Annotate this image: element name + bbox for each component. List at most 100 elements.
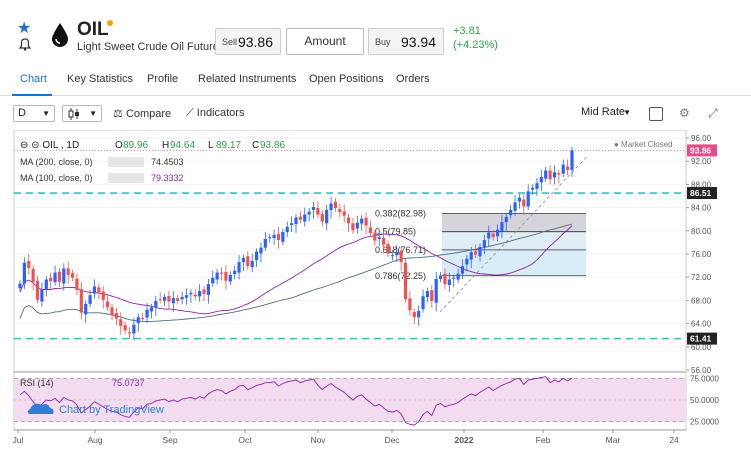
- tab-profile[interactable]: Profile: [147, 73, 179, 85]
- candle-body: [53, 272, 57, 283]
- candle-body: [272, 234, 276, 239]
- candle-body: [561, 164, 565, 174]
- candle-body: [259, 247, 263, 254]
- price-tag-label: 86.51: [690, 188, 712, 198]
- price-chart[interactable]: 0.382(82.98) 0.5(79.85) 0.618(76.71) 0.786(…: [0, 130, 751, 460]
- tab-chart[interactable]: Chart: [20, 73, 47, 85]
- tab-orders[interactable]: Orders: [396, 73, 430, 85]
- tab-related-instruments[interactable]: Related Instruments: [198, 73, 297, 85]
- price-change: +3.81 (+4.23%): [453, 24, 498, 52]
- x-tick-label: Oct: [238, 435, 252, 445]
- candle-body: [101, 291, 105, 300]
- sell-label: Sell: [222, 37, 238, 47]
- rsi-value: 75.0737: [112, 378, 145, 388]
- candle-body: [382, 238, 386, 245]
- candle-body: [544, 170, 548, 179]
- ma100-controls-icon[interactable]: [108, 173, 144, 183]
- price-type-select[interactable]: Mid Rate ▼: [577, 105, 635, 122]
- interval-select[interactable]: D ▼: [13, 105, 55, 122]
- price-tag: [687, 144, 717, 157]
- candle-body: [154, 300, 158, 308]
- candle-body: [294, 217, 298, 225]
- candle-body: [241, 258, 246, 263]
- candle-body: [557, 173, 561, 175]
- x-tick-label: Mar: [606, 435, 621, 445]
- price-type-value: Mid Rate: [581, 106, 626, 118]
- bell-icon[interactable]: [17, 37, 33, 51]
- chart-toolbar: D ▼ ▼ ⚖ Compare ⟋ Indicators Mid Rate ▼ …: [0, 100, 751, 128]
- tab-open-positions[interactable]: Open Positions: [309, 73, 384, 85]
- sell-button[interactable]: Sell 93.86: [215, 28, 281, 55]
- instrument-name: Light Sweet Crude Oil Futures: [77, 41, 225, 53]
- candle-body: [460, 266, 465, 274]
- y-tick-label: 72.00: [691, 273, 712, 282]
- watermark-text[interactable]: Chart by TradingView: [59, 404, 164, 416]
- candle-body: [535, 183, 539, 189]
- buy-button[interactable]: Buy 93.94: [368, 28, 444, 55]
- y-tick-label: 96.00: [691, 134, 712, 143]
- tab-key-statistics[interactable]: Key Statistics: [67, 73, 134, 85]
- ma100-line: [19, 225, 573, 315]
- indicators-label: Indicators: [196, 107, 245, 119]
- price-tag: [687, 332, 717, 345]
- candle-body: [202, 289, 206, 295]
- sell-price: 93.86: [237, 34, 273, 50]
- candle-body: [276, 233, 281, 241]
- x-tick-label: Aug: [87, 435, 102, 445]
- amount-input[interactable]: Amount: [286, 28, 364, 55]
- candle-body: [307, 211, 311, 215]
- rsi-tick-label: 50.0000: [690, 396, 719, 405]
- ma100-label: MA (100, close, 0): [20, 173, 93, 183]
- candle-body: [570, 150, 574, 170]
- candle-body: [469, 252, 473, 260]
- tab-bar: Chart Key Statistics Profile Related Ins…: [0, 64, 751, 96]
- compare-button[interactable]: ⚖ Compare: [113, 107, 171, 120]
- candle-body: [443, 273, 447, 285]
- candle-body: [487, 232, 491, 239]
- x-tick-label: Nov: [310, 435, 326, 445]
- candle-body: [456, 273, 460, 280]
- legend-ohlc-key: H: [162, 140, 169, 151]
- candle-body: [346, 217, 351, 224]
- fullscreen-icon[interactable]: ⤢: [708, 106, 718, 120]
- candle-body: [263, 238, 267, 248]
- candle-body: [250, 260, 254, 268]
- candle-body: [198, 291, 202, 297]
- checkbox-icon[interactable]: [649, 107, 663, 121]
- legend-ohlc-value: 89.96: [123, 140, 148, 151]
- candle-body: [22, 262, 26, 284]
- candle-body: [211, 277, 215, 284]
- x-tick-label: Dec: [384, 435, 400, 445]
- y-tick-label: 92.00: [691, 157, 712, 166]
- candle-body: [399, 250, 403, 263]
- chart-type-select[interactable]: ▼: [62, 105, 102, 122]
- candle-body: [364, 217, 368, 226]
- candle-body: [127, 332, 132, 334]
- candle-body: [18, 283, 22, 289]
- candle-body: [548, 170, 552, 180]
- candle-body: [408, 298, 412, 311]
- candle-body: [566, 166, 570, 170]
- candle-body: [136, 317, 140, 324]
- y-tick-label: 76.00: [691, 250, 712, 259]
- buy-label: Buy: [375, 37, 391, 47]
- indicators-button[interactable]: ⟋ Indicators: [186, 107, 244, 120]
- candle-body: [526, 191, 530, 207]
- candle-body: [430, 290, 434, 301]
- star-icon[interactable]: ★: [17, 20, 32, 37]
- candle-body: [123, 325, 127, 331]
- candle-body: [254, 251, 259, 261]
- candle-body: [88, 295, 92, 304]
- candle-body: [92, 286, 97, 294]
- legend-ohlc-value: 94.64: [170, 140, 195, 151]
- compare-label: Compare: [125, 108, 172, 120]
- candle-body: [35, 280, 40, 300]
- gear-icon[interactable]: ⚙: [679, 106, 690, 120]
- candle-body: [290, 223, 294, 225]
- ma200-controls-icon[interactable]: [108, 157, 144, 167]
- candle-body: [268, 237, 272, 239]
- ma200-label: MA (200, close, 0): [20, 157, 93, 167]
- candle-body: [530, 187, 535, 190]
- candle-body: [158, 299, 162, 301]
- rsi-tick-label: 75.0000: [690, 374, 719, 383]
